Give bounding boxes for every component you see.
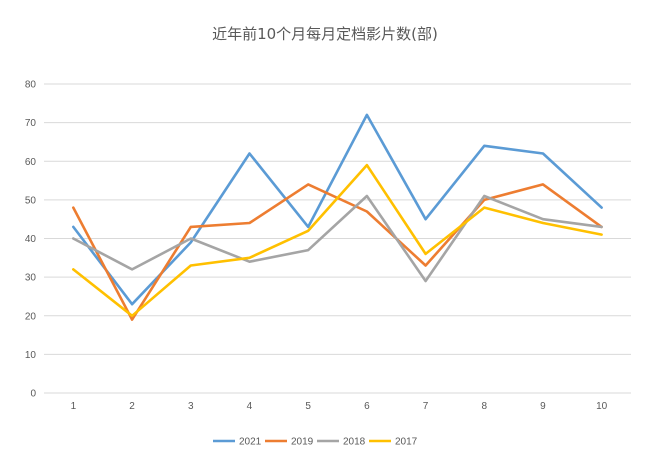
x-tick-label: 7 xyxy=(423,401,429,412)
y-tick-label: 20 xyxy=(25,311,37,322)
series-line-2018 xyxy=(72,194,603,283)
chart-title: 近年前10个月每月定档影片数(部) xyxy=(212,25,438,43)
legend-item: 2018 xyxy=(317,437,366,448)
y-axis-ticks: 0 10 20 30 40 50 60 70 80 xyxy=(25,80,37,400)
legend-label: 2018 xyxy=(343,437,366,448)
legend-item: 2021 xyxy=(213,437,262,448)
x-tick-label: 1 xyxy=(71,401,77,412)
legend-item: 2017 xyxy=(369,437,418,448)
x-tick-label: 6 xyxy=(364,401,370,412)
x-tick-label: 8 xyxy=(481,401,487,412)
x-tick-label: 5 xyxy=(305,401,311,412)
y-tick-label: 0 xyxy=(30,389,36,400)
y-tick-label: 40 xyxy=(25,234,37,245)
series-line-2021 xyxy=(72,113,603,306)
x-tick-label: 3 xyxy=(188,401,194,412)
x-tick-label: 2 xyxy=(129,401,135,412)
x-tick-label: 9 xyxy=(540,401,546,412)
y-tick-label: 60 xyxy=(25,157,37,168)
series-lines xyxy=(72,113,603,321)
y-tick-label: 10 xyxy=(25,350,37,361)
y-tick-label: 70 xyxy=(25,118,37,129)
y-tick-label: 50 xyxy=(25,195,37,206)
y-tick-label: 80 xyxy=(25,80,37,91)
gridlines xyxy=(44,83,631,394)
legend-label: 2019 xyxy=(291,437,314,448)
legend-label: 2021 xyxy=(239,437,262,448)
legend-label: 2017 xyxy=(395,437,418,448)
x-tick-label: 10 xyxy=(596,401,608,412)
legend-item: 2019 xyxy=(265,437,314,448)
y-tick-label: 30 xyxy=(25,273,37,284)
x-tick-label: 4 xyxy=(247,401,253,412)
x-axis-ticks: 1 2 3 4 5 6 7 8 9 10 xyxy=(71,401,608,412)
legend: 2021 2019 2018 2017 xyxy=(213,437,418,448)
series-line-2017 xyxy=(72,163,603,318)
